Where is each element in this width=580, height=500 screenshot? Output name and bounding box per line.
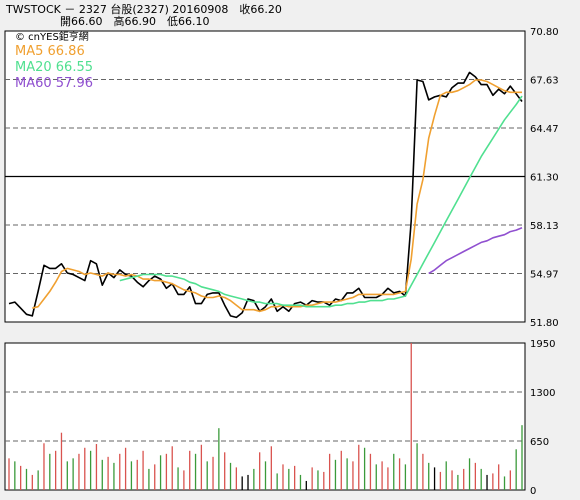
price-y-tick: 64.47 bbox=[530, 124, 559, 135]
price-y-axis: 70.80 67.63 64.47 61.30 58.13 54.97 51.80 bbox=[530, 27, 559, 329]
series-line-ma5 bbox=[32, 79, 522, 313]
watermark: © cnYES鉅亨網 bbox=[15, 30, 89, 43]
volume-gridlines bbox=[5, 391, 525, 442]
series-line-ma60 bbox=[428, 226, 523, 275]
quote-ohlc: 開66.60 高66.90 低66.10 bbox=[60, 15, 210, 28]
price-gridlines bbox=[5, 79, 525, 274]
volume-y-axis: 1950 1300 650 0 bbox=[530, 339, 555, 497]
series-line-close bbox=[8, 71, 523, 319]
price-y-tick: 67.63 bbox=[530, 76, 559, 87]
price-legend: © cnYES鉅亨網 MA5 66.86 MA20 66.55 MA60 57.… bbox=[15, 30, 93, 91]
volume-y-tick: 650 bbox=[530, 437, 549, 448]
volume-y-tick: 0 bbox=[530, 486, 536, 497]
legend-ma20: MA20 66.55 bbox=[15, 60, 93, 75]
price-y-tick: 51.80 bbox=[530, 318, 559, 329]
legend-ma60: MA60 57.96 bbox=[15, 76, 93, 91]
legend-ma5: MA5 66.86 bbox=[15, 44, 85, 59]
price-y-tick: 61.30 bbox=[530, 173, 559, 184]
volume-y-tick: 1950 bbox=[530, 339, 555, 350]
volume-bars bbox=[8, 343, 523, 490]
price-y-tick: 70.80 bbox=[530, 27, 559, 38]
price-y-tick: 58.13 bbox=[530, 221, 559, 232]
price-chart: 70.80 67.63 64.47 61.30 58.13 54.97 51.80 © cn… bbox=[4, 27, 559, 329]
quote-title: TWSTOCK － 2327 台股(2327) 20160908 收66.20 bbox=[6, 3, 282, 16]
volume-chart: 1950 1300 650 0 bbox=[4, 339, 555, 497]
price-series bbox=[8, 71, 523, 319]
price-y-tick: 54.97 bbox=[530, 269, 559, 280]
series-line-ma20 bbox=[119, 95, 523, 308]
volume-y-tick: 1300 bbox=[530, 388, 555, 399]
